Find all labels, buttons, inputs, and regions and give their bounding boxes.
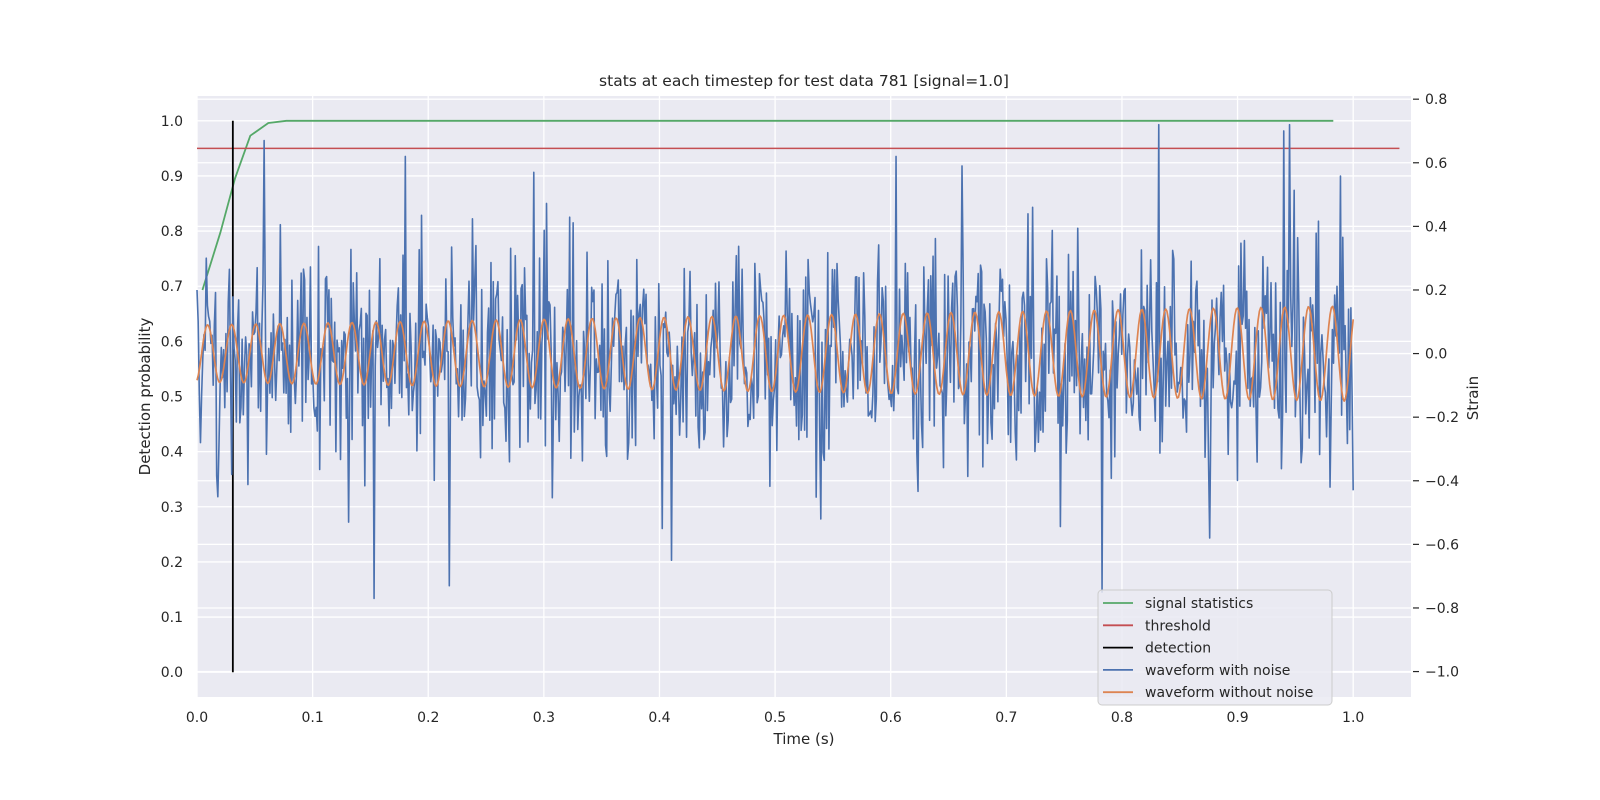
x-tick-label: 0.0 [186, 710, 208, 726]
y-right-tick-label: −0.2 [1425, 410, 1459, 426]
legend-label: threshold [1145, 618, 1211, 634]
y-left-tick-label: 0.8 [161, 224, 183, 240]
x-tick-label: 0.9 [1226, 710, 1248, 726]
x-tick-label: 0.6 [880, 710, 902, 726]
x-tick-label: 0.8 [1111, 710, 1133, 726]
y-right-tick-label: 0.0 [1425, 347, 1447, 363]
x-tick-label: 0.4 [648, 710, 670, 726]
x-axis-label: Time (s) [773, 730, 835, 748]
y-left-tick-label: 0.9 [161, 169, 183, 185]
y-right-tick-label: 0.6 [1425, 156, 1447, 172]
series-line-waveform-without-noise [196, 305, 1355, 402]
x-tick-label: 0.5 [764, 710, 786, 726]
y-left-axis-label: Detection probability [136, 318, 154, 476]
y-right-tick-label: 0.8 [1425, 92, 1447, 108]
y-right-tick-label: 0.4 [1425, 219, 1447, 235]
y-left-tick-label: 0.3 [161, 500, 183, 516]
y-right-tick-label: −1.0 [1425, 665, 1459, 681]
y-right-tick-label: −0.6 [1425, 537, 1459, 553]
x-tick-label: 1.0 [1342, 710, 1364, 726]
y-right-axis-ticks: −1.0 −0.8 −0.6 −0.4 −0.2 0.0 0.2 0.4 0.6 0.8 [1413, 92, 1459, 681]
y-right-tick-label: −0.8 [1425, 601, 1459, 617]
x-tick-label: 0.2 [417, 710, 439, 726]
y-left-tick-label: 0.7 [161, 279, 183, 295]
y-left-tick-label: 0.5 [161, 390, 183, 406]
series-line-signal-statistics [201, 119, 1334, 291]
y-left-axis-ticks: 0.0 0.1 0.2 0.3 0.4 0.5 0.6 0.7 0.8 0.9 1.0 [161, 114, 183, 681]
series-layer [196, 119, 1400, 673]
legend-label: signal statistics [1145, 596, 1253, 612]
y-right-axis-label: Strain [1464, 376, 1482, 420]
y-left-tick-label: 0.0 [161, 665, 183, 681]
legend-label: waveform with noise [1145, 663, 1290, 679]
y-left-tick-label: 0.1 [161, 610, 183, 626]
y-right-tick-label: −0.4 [1425, 474, 1459, 490]
x-tick-label: 0.1 [301, 710, 323, 726]
x-axis-ticks: 0.0 0.1 0.2 0.3 0.4 0.5 0.6 0.7 0.8 0.9 1.0 [186, 710, 1364, 726]
x-tick-label: 0.3 [533, 710, 555, 726]
chart-title: stats at each timestep for test data 781… [599, 72, 1009, 90]
y-left-tick-label: 0.2 [161, 555, 183, 571]
y-left-tick-label: 1.0 [161, 114, 183, 130]
y-right-tick-label: 0.2 [1425, 283, 1447, 299]
legend-label: waveform without noise [1145, 685, 1313, 701]
legend: signal statistics threshold detection wavef… [1097, 589, 1333, 706]
x-tick-label: 0.7 [995, 710, 1017, 726]
legend-label: detection [1145, 641, 1211, 657]
y-left-tick-label: 0.6 [161, 334, 183, 350]
y-left-tick-label: 0.4 [161, 445, 183, 461]
legend-box [1097, 589, 1333, 706]
